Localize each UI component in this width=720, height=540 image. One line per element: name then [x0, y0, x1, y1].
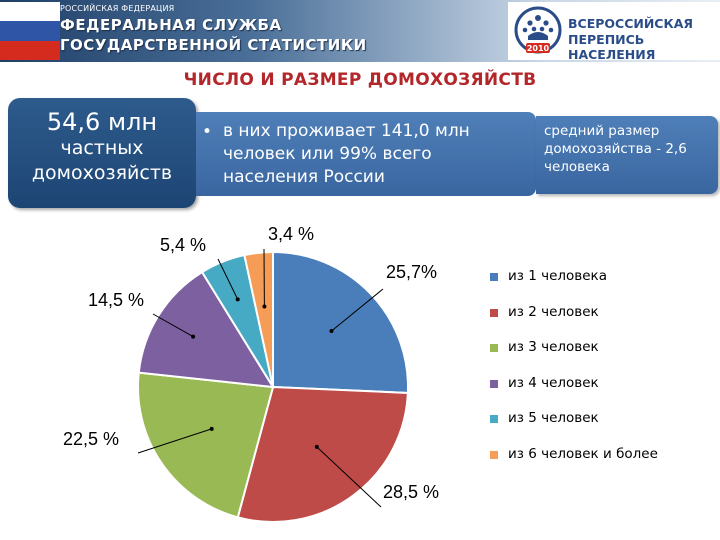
leader-arrow-5 [235, 297, 240, 302]
households-count-label2: домохозяйств [31, 162, 173, 184]
pie-slice-4 [137, 270, 275, 389]
pie-slice-1 [272, 250, 409, 394]
flag-stripe-red [0, 40, 60, 60]
leader-line-5 [217, 258, 239, 300]
data-label-5: 5,4 % [160, 235, 207, 255]
leader-line-3 [137, 428, 212, 454]
legend-label: из 1 человека [508, 268, 607, 284]
leader-arrow-2 [314, 444, 319, 449]
legend-label: из 4 человек [508, 374, 599, 391]
population-card: • в них проживает 141,0 млн человек или … [196, 112, 536, 196]
flag-stripe-blue [0, 21, 60, 41]
data-label-6: 3,4 % [268, 224, 315, 244]
legend-swatch [490, 450, 498, 459]
legend-label: из 3 человек [508, 339, 599, 355]
households-count-value: 54,6 млн [46, 108, 158, 136]
header-banner: РОССИЙСКАЯ ФЕДЕРАЦИЯ ФЕДЕРАЛЬНАЯ СЛУЖБА … [0, 0, 720, 62]
leader-line-1 [331, 288, 384, 332]
legend-swatch [490, 308, 498, 317]
leader-line-4 [152, 313, 194, 338]
org-name-line2: ГОСУДАРСТВЕННОЙ СТАТИСТИКИ [60, 36, 367, 54]
average-size-text: средний размер домохозяйства - 2,6 челов… [544, 123, 687, 175]
flag-stripe-white [0, 2, 60, 22]
data-label-3: 22,5 % [63, 429, 120, 449]
leader-arrow-6 [262, 304, 267, 309]
census-year: 2010 [527, 44, 550, 53]
legend-swatch [490, 273, 498, 281]
data-label-1: 25,7% [386, 262, 438, 282]
average-size-card: средний размер домохозяйства - 2,6 челов… [536, 116, 718, 194]
legend-label: из 2 человек [508, 303, 599, 320]
legend-label: из 6 человек и более [508, 445, 658, 462]
population-text: в них проживает 141,0 млн человек или 99… [223, 121, 470, 187]
leader-arrow-4 [191, 334, 196, 339]
page-title: ЧИСЛО И РАЗМЕР ДОМОХОЗЯЙСТВ [183, 70, 537, 90]
legend-swatch [490, 379, 498, 388]
data-label-2: 28,5 % [383, 482, 440, 502]
households-count-card: 54,6 млн частных домохозяйств [8, 98, 196, 208]
pie-slice-6 [243, 250, 274, 388]
census-title-line1: ВСЕРОССИЙСКАЯ [568, 16, 693, 31]
household-size-chart: из 1 человека из 2 человек из 3 человек из … [0, 210, 720, 540]
pie-slice-3 [137, 371, 275, 519]
data-label-4: 14,5 % [88, 290, 145, 310]
pie-slice-2 [236, 385, 409, 523]
census-title-line2: ПЕРЕПИСЬ НАСЕЛЕНИЯ [568, 32, 656, 62]
leader-arrow-3 [209, 426, 214, 431]
pie-chart [137, 248, 409, 523]
leader-line-2 [316, 446, 382, 508]
census-emblem-icon: 2010 [514, 6, 562, 54]
legend-swatch [490, 344, 498, 352]
leader-arrow-1 [329, 329, 334, 333]
legend-swatch [490, 415, 498, 423]
org-country: РОССИЙСКАЯ ФЕДЕРАЦИЯ [60, 4, 175, 13]
legend-label: из 5 человек [508, 410, 599, 426]
bullet-icon: • [202, 122, 213, 142]
russian-flag-icon [0, 2, 60, 60]
census-logo: 2010 ВСЕРОССИЙСКАЯ ПЕРЕПИСЬ НАСЕЛЕНИЯ [508, 2, 720, 62]
org-name-line1: ФЕДЕРАЛЬНАЯ СЛУЖБА [60, 16, 282, 34]
households-count-label1: частных [60, 137, 144, 159]
